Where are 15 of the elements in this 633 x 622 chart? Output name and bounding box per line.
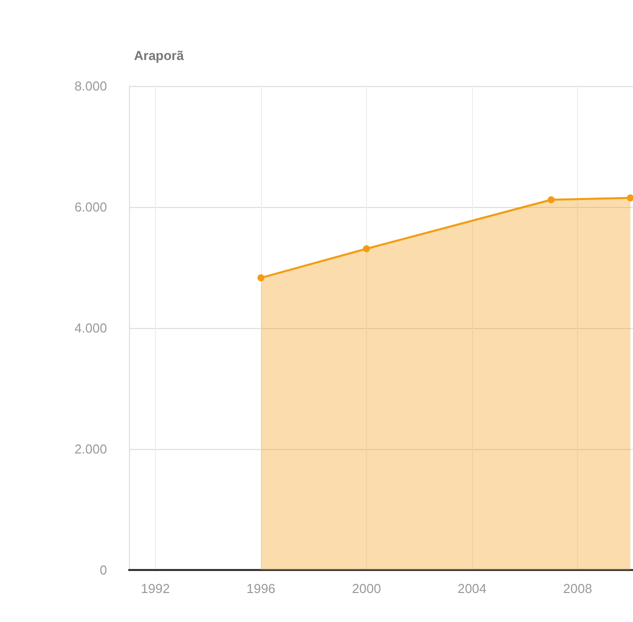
y-tick-label: 2.000 [74,442,107,456]
y-tick-label: 0 [100,562,107,578]
x-tick-label: 1992 [140,581,170,596]
y-tick-label: 6.000 [74,200,107,214]
point [362,245,370,252]
y-tick-label: 4.000 [74,320,107,336]
point [257,274,264,282]
point [626,194,633,202]
point [548,196,555,204]
x-tick-label: 2008 [563,581,592,596]
x-tick-label: 2004 [458,581,486,596]
x-tick-label: 2000 [352,581,381,596]
x-tick-label: 1996 [246,581,276,596]
chart-title: Araporã [134,48,185,63]
y-tick-label: 8.000 [74,78,107,94]
